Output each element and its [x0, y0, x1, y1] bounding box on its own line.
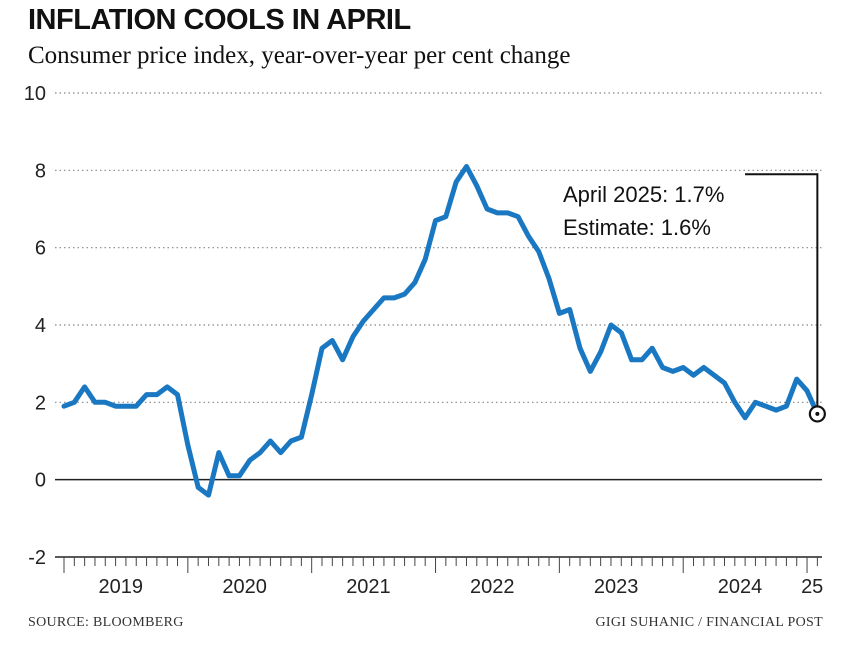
cpi-line	[61, 164, 820, 498]
y-tick-label: -2	[28, 547, 46, 569]
x-tick-label: 2024	[718, 576, 763, 598]
x-tick-label: 2019	[99, 576, 144, 598]
x-tick-label: 25	[801, 576, 823, 598]
y-tick-label: 2	[35, 392, 46, 414]
y-axis-tick-labels: -2 0 2 4 6 8 10	[24, 83, 46, 569]
annotation-line-1: April 2025: 1.7%	[563, 182, 724, 207]
credit-note: GIGI SUHANIC / FINANCIAL POST	[595, 615, 823, 630]
latest-point-dot	[815, 411, 820, 416]
annotation: April 2025: 1.7% Estimate: 1.6%	[563, 173, 826, 423]
chart-subtitle: Consumer price index, year-over-year per…	[28, 42, 571, 69]
source-note: SOURCE: BLOOMBERG	[28, 615, 184, 630]
chart-title: INFLATION COOLS IN APRIL	[28, 4, 411, 36]
x-tick-label: 2020	[222, 576, 267, 598]
x-tick-label: 2023	[594, 576, 639, 598]
y-tick-label: 10	[24, 83, 46, 105]
x-axis: 2019 2020 2021 2022 2023 2024 25	[55, 556, 823, 598]
y-tick-label: 4	[35, 315, 46, 337]
annotation-line-2: Estimate: 1.6%	[563, 215, 711, 240]
line-chart: -2 0 2 4 6 8 10 2019 2020 2021 2022 2023 2024 25 Apr…	[24, 83, 826, 598]
y-tick-label: 6	[35, 238, 46, 260]
annotation-leader	[745, 173, 819, 406]
gridlines	[55, 92, 822, 481]
y-tick-label: 0	[35, 470, 46, 492]
x-tick-label: 2022	[470, 576, 515, 598]
cpi-series	[61, 164, 820, 498]
y-tick-label: 8	[35, 160, 46, 182]
x-tick-label: 2021	[346, 576, 391, 598]
